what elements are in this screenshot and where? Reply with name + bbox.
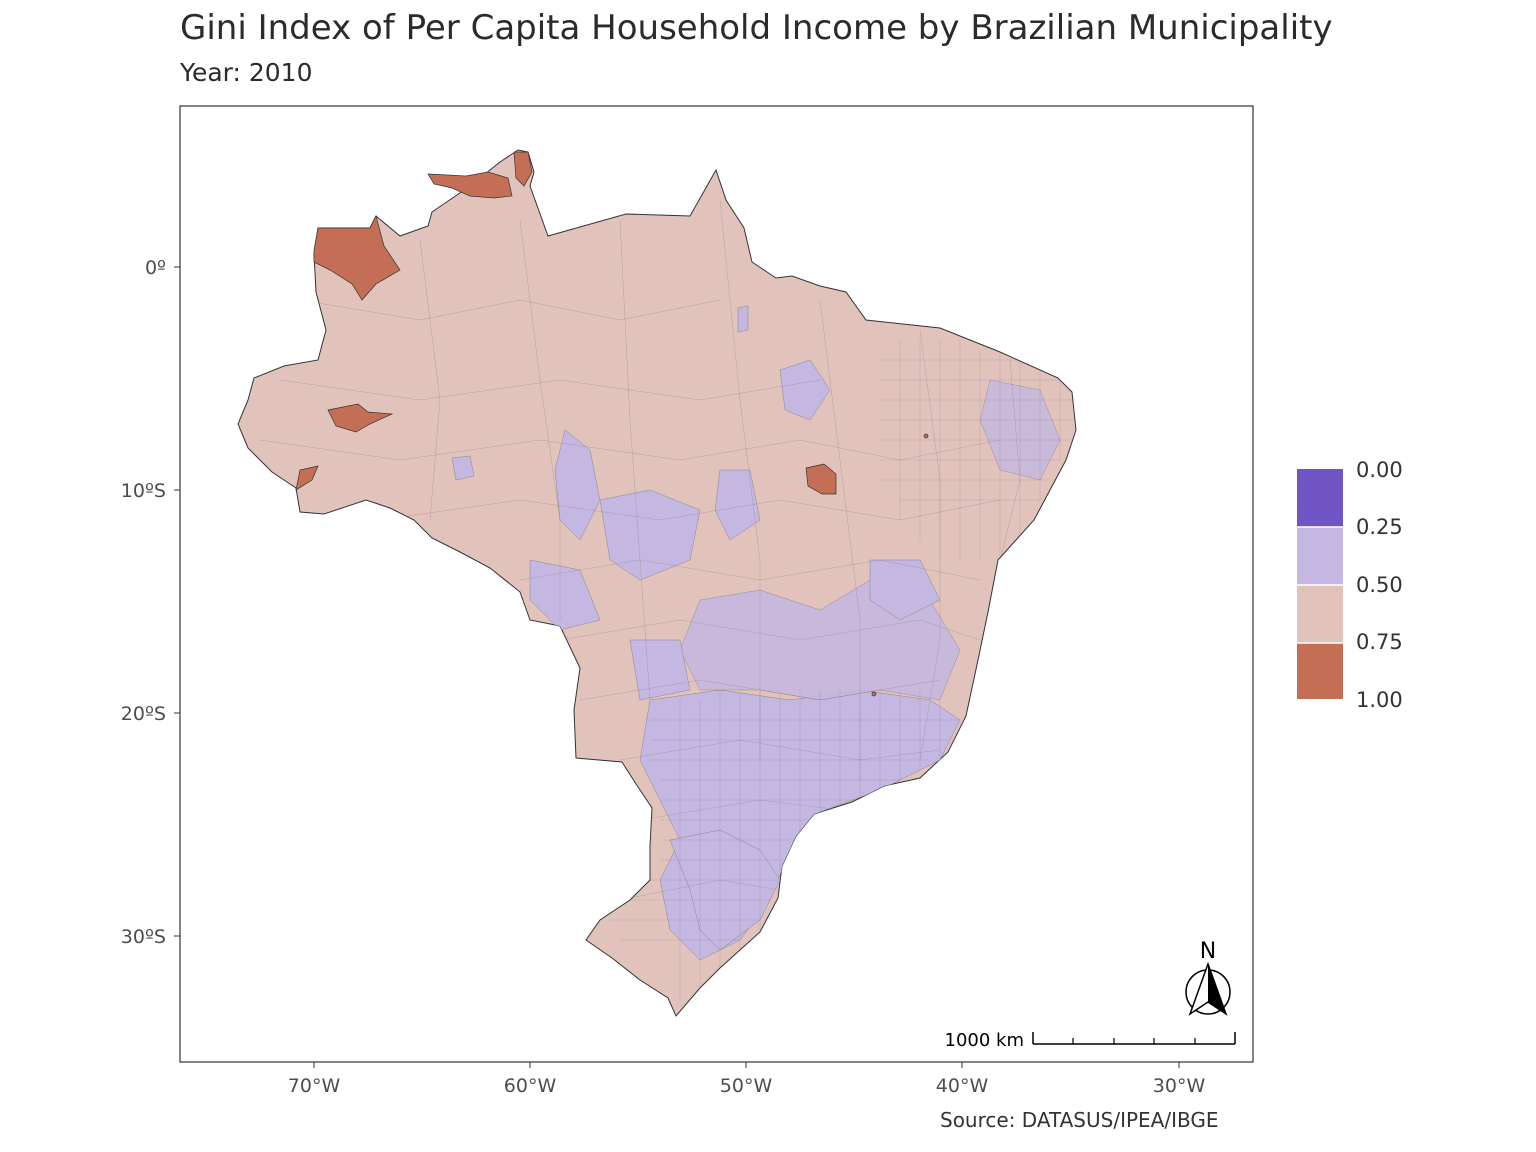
- y-tick-label: 10ºS: [121, 480, 166, 502]
- legend-label: 0.50: [1356, 573, 1403, 597]
- legend-swatch: [1297, 527, 1343, 585]
- region-midwest-3: [529, 559, 601, 631]
- region-point-2: [871, 691, 877, 697]
- legend-label: 0.75: [1356, 630, 1403, 654]
- region-acre: [295, 465, 319, 491]
- scale-bar: 1000 km: [945, 1030, 1236, 1051]
- region-north-small: [737, 305, 749, 333]
- region-roraima-tip: [513, 151, 533, 187]
- region-amazonas-west: [327, 403, 394, 433]
- legend-swatch: [1297, 469, 1343, 527]
- legend: 0.00 0.25 0.50 0.75 1.00: [1297, 458, 1403, 712]
- chart-title: Gini Index of Per Capita Household Incom…: [180, 8, 1333, 48]
- y-axis: 0º 10ºS 20ºS 30ºS: [121, 257, 180, 948]
- region-tocantins: [805, 463, 837, 495]
- x-tick-label: 30°W: [1153, 1075, 1206, 1097]
- region-northeast-3: [869, 559, 941, 621]
- region-roraima-north: [427, 171, 513, 199]
- x-axis: 70°W 60°W 50°W 40°W 30°W: [288, 1062, 1206, 1097]
- x-tick-label: 50°W: [720, 1075, 773, 1097]
- municipality-dense-texture: [610, 340, 1075, 1000]
- region-midwest-4: [714, 469, 761, 541]
- x-tick-label: 40°W: [936, 1075, 989, 1097]
- country-outline: [237, 149, 1077, 1017]
- legend-swatch: [1297, 585, 1343, 643]
- region-point-1: [923, 433, 929, 439]
- y-tick-label: 30ºS: [121, 926, 166, 948]
- north-arrow: N: [1185, 939, 1231, 1016]
- x-tick-label: 70°W: [288, 1075, 341, 1097]
- legend-swatch: [1297, 643, 1343, 699]
- region-amazonas-nw: [313, 215, 401, 301]
- chart-subtitle: Year: 2010: [180, 58, 313, 87]
- x-tick-label: 60°W: [504, 1075, 557, 1097]
- y-tick-label: 20ºS: [121, 703, 166, 725]
- brazil-map: [237, 149, 1077, 1017]
- region-west-small: [451, 455, 475, 481]
- legend-label: 1.00: [1356, 688, 1403, 712]
- region-midwest-5: [629, 639, 691, 701]
- north-arrow-label: N: [1200, 939, 1216, 964]
- high-gini-regions: [295, 151, 929, 697]
- region-midwest-2: [599, 489, 701, 581]
- region-northeast-1: [779, 359, 831, 421]
- legend-label: 0.25: [1356, 515, 1403, 539]
- y-tick-label: 0º: [145, 257, 166, 279]
- region-midwest-1: [554, 429, 601, 541]
- legend-label: 0.00: [1356, 458, 1403, 482]
- scale-bar-label: 1000 km: [945, 1030, 1025, 1051]
- source-caption: Source: DATASUS/IPEA/IBGE: [940, 1108, 1219, 1132]
